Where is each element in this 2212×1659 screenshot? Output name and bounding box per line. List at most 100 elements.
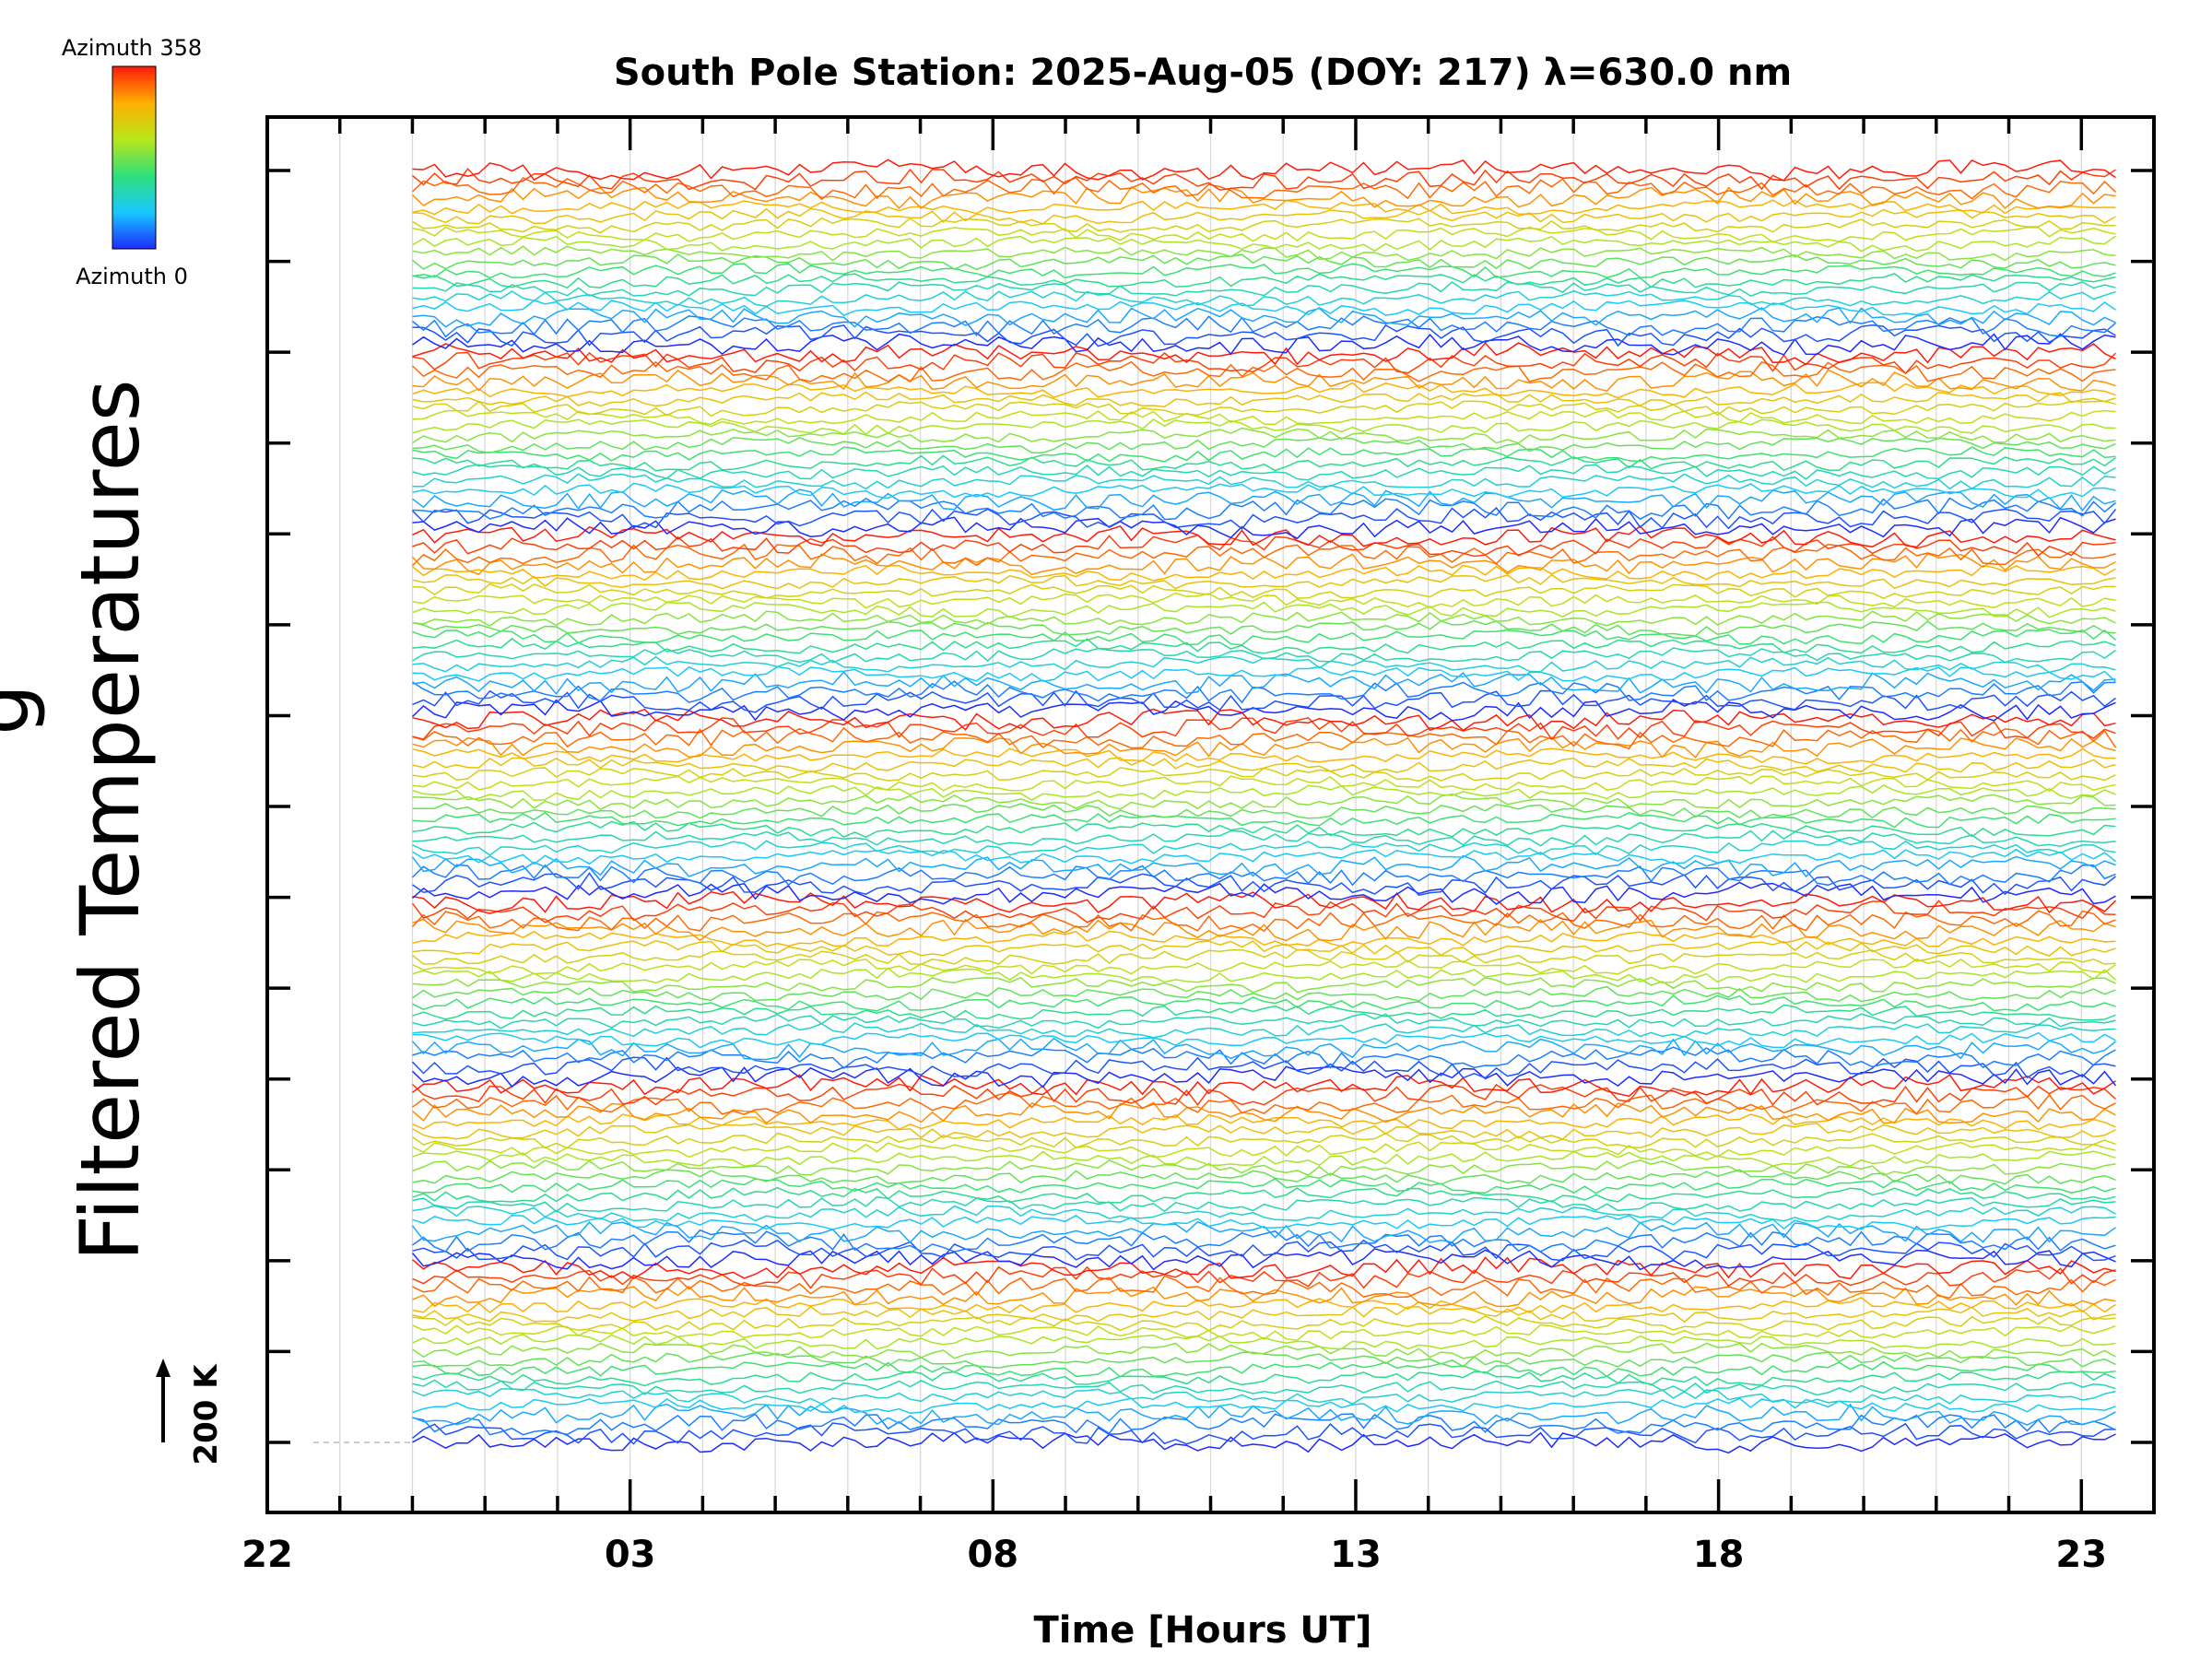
trace-line: [412, 1397, 2116, 1415]
trace-line: [412, 1169, 2116, 1185]
trace-line: [412, 333, 2116, 356]
trace-line: [412, 1379, 2116, 1396]
trace-line: [412, 670, 2116, 696]
trace-line: [412, 159, 2116, 182]
trace-line: [412, 307, 2116, 328]
trace-line: [412, 890, 2117, 914]
trace-line: [411, 854, 2116, 877]
colorbar: Azimuth 358 Azimuth 0: [62, 35, 202, 289]
trace-line: [412, 948, 2116, 965]
trace-line: [412, 207, 2116, 225]
trace-line: [412, 1159, 2116, 1177]
trace-line: [412, 582, 2116, 599]
trace-line: [412, 726, 2117, 750]
trace-line: [412, 497, 2116, 521]
trace-line: [412, 226, 2116, 243]
colorbar-gradient: [112, 65, 157, 250]
trace-line: [412, 289, 2116, 308]
trace-line: [412, 601, 2116, 618]
trace-line: [412, 1178, 2116, 1194]
trace-line: [412, 351, 2117, 375]
trace-line: [412, 391, 2116, 408]
trace-line: [412, 820, 2116, 839]
trace-line: [412, 1265, 2116, 1289]
trace-line: [412, 1195, 2116, 1213]
colorbar-top-label: Azimuth 358: [62, 35, 202, 61]
trace-line: [412, 1074, 2116, 1098]
x-ticks: 22 03 08 13 18 23: [241, 1534, 2107, 1576]
chart-title: South Pole Station: 2025-Aug-05 (DOY: 21…: [614, 52, 1792, 94]
trace-line: [411, 1056, 2116, 1079]
trace-line: [412, 747, 2116, 765]
grid: [313, 117, 2082, 1512]
trace-line: [412, 342, 2116, 366]
trace-line: [412, 369, 2116, 393]
trace-line: [412, 516, 2116, 540]
trace-line: [412, 775, 2116, 793]
trace-line: [412, 985, 2116, 1003]
trace-line: [411, 1247, 2116, 1271]
x-tick-label: 03: [605, 1534, 656, 1576]
trace-line: [412, 757, 2116, 773]
trace-line: [412, 1333, 2116, 1350]
trace-line: [412, 464, 2116, 481]
trace-line: [412, 454, 2116, 472]
trace-line: [412, 994, 2116, 1012]
trace-line: [411, 864, 2116, 887]
trace-line: [412, 793, 2116, 811]
trace-line: [412, 708, 2116, 732]
trace-line: [412, 610, 2116, 627]
trace-line: [412, 1046, 2116, 1069]
trace-line: [412, 830, 2116, 847]
trace-line: [412, 1256, 2116, 1280]
trace-line: [412, 324, 2116, 347]
trace-line: [412, 930, 2116, 947]
trace-line: [412, 638, 2116, 654]
trace-line: [412, 1132, 2116, 1149]
trace-line: [412, 1360, 2116, 1378]
trace-line: [412, 767, 2116, 782]
trace-line: [412, 629, 2116, 646]
trace-line: [412, 1342, 2116, 1359]
trace-line: [412, 263, 2116, 279]
trace-line: [411, 1065, 2117, 1088]
scale-bar-label: 200 K: [188, 1363, 225, 1465]
trace-line: [411, 910, 2116, 933]
trace-line: [412, 939, 2116, 957]
trace-line: [412, 1113, 2116, 1131]
trace-line: [412, 1286, 2116, 1308]
trace-line: [412, 1275, 2116, 1300]
trace-line: [412, 300, 2116, 317]
y-axis-label-cut: g: [0, 684, 47, 735]
series: [411, 159, 2117, 1454]
x-axis-label: Time [Hours UT]: [1034, 1609, 1372, 1652]
trace-line: [412, 881, 2116, 905]
trace-line: [412, 245, 2116, 262]
x-tick-label: 13: [1330, 1534, 1382, 1576]
trace-line: [412, 967, 2117, 984]
trace-line: [412, 1123, 2116, 1140]
trace-line: [411, 507, 2117, 530]
trace-line: [411, 176, 2117, 201]
trace-line: [412, 784, 2116, 802]
x-tick-label: 22: [241, 1534, 293, 1576]
trace-line: [412, 315, 2116, 338]
x-tick-label: 18: [1693, 1534, 1745, 1576]
scale-bar-arrow: [156, 1359, 171, 1377]
trace-line: [412, 1297, 2116, 1314]
axes: [265, 115, 2156, 1514]
trace-line: [412, 665, 2117, 682]
trace-line: [412, 1022, 2116, 1039]
trace-line: [412, 273, 2116, 289]
trace-line: [412, 418, 2116, 436]
trace-line: [412, 1092, 2116, 1115]
trace-line: [412, 1315, 2116, 1332]
trace-line: [412, 680, 2116, 704]
trace-line: [412, 592, 2116, 609]
trace-line: [412, 1004, 2116, 1021]
trace-line: [412, 168, 2116, 191]
trace-line: [412, 1214, 2116, 1230]
trace-line: [412, 918, 2116, 942]
trace-line: [411, 1083, 2116, 1106]
trace-line: [411, 186, 2116, 210]
